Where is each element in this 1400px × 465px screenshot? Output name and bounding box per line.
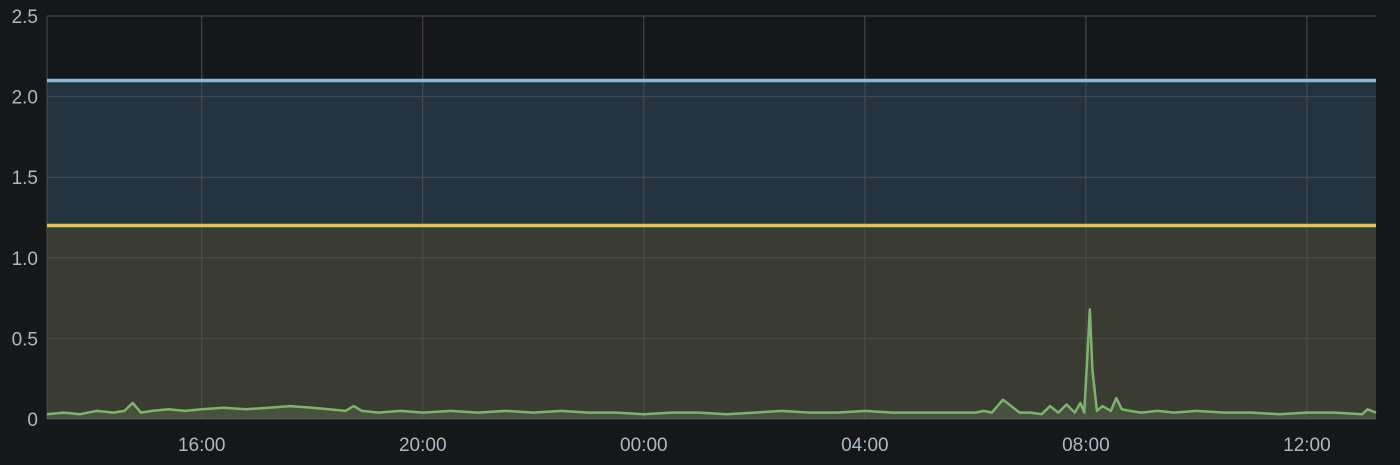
x-tick-label: 04:00 (841, 435, 889, 456)
y-tick-label: 1.5 (12, 168, 38, 189)
x-tick-label: 12:00 (1283, 435, 1331, 456)
y-tick-label: 0.5 (12, 329, 38, 350)
y-axis: 0 0.5 1.0 1.5 2.0 2.5 (12, 7, 38, 431)
x-tick-label: 08:00 (1062, 435, 1110, 456)
y-tick-label: 1.0 (12, 249, 38, 270)
y-tick-label: 2.0 (12, 88, 38, 109)
x-tick-label: 20:00 (399, 435, 447, 456)
x-tick-label: 00:00 (620, 435, 668, 456)
threshold-fill-region (47, 225, 1376, 419)
series-layer (46, 308, 1377, 419)
y-tick-label: 0 (27, 410, 38, 431)
threshold-fill-region (47, 80, 1376, 226)
series-line (46, 308, 1377, 416)
y-tick-label: 2.5 (12, 7, 38, 28)
threshold-lines (47, 78, 1376, 228)
grid (46, 15, 1376, 420)
x-tick-label: 16:00 (178, 435, 226, 456)
x-axis: 16:00 20:00 00:00 04:00 08:00 12:00 (178, 435, 1331, 456)
threshold-fills (47, 80, 1376, 419)
